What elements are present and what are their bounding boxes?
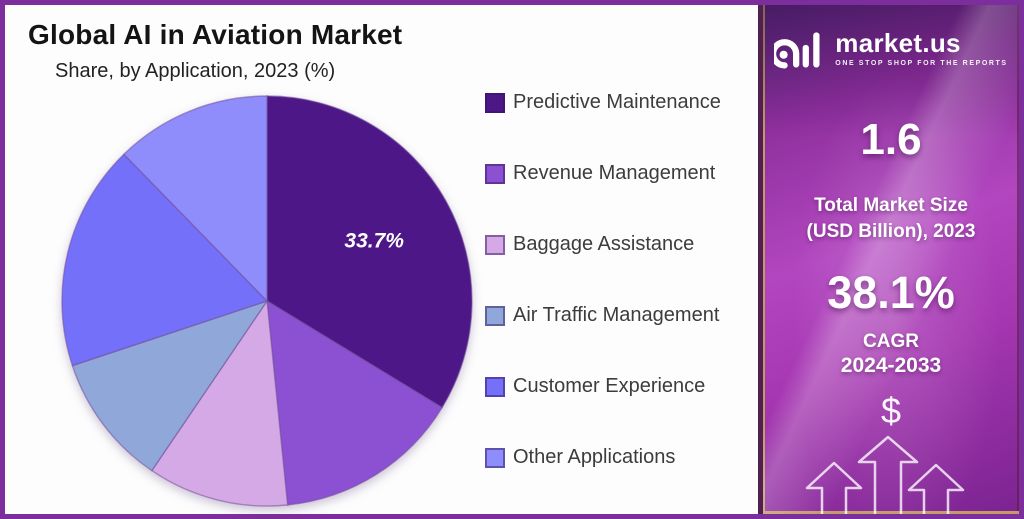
arrow-up-icon-middle	[857, 435, 919, 514]
chart-title: Global AI in Aviation Market	[28, 19, 403, 50]
legend-swatch-icon	[485, 92, 505, 113]
brand-text-block: market.us ONE STOP SHOP FOR THE REPORTS	[835, 30, 1007, 67]
growth-arrows	[805, 435, 965, 514]
legend-label: Revenue Management	[513, 162, 716, 184]
legend-label: Customer Experience	[513, 375, 706, 397]
legend-label: Predictive Maintenance	[513, 91, 721, 113]
brand-tagline: ONE STOP SHOP FOR THE REPORTS	[835, 59, 1008, 67]
legend-label: Other Applications	[513, 446, 676, 468]
brand-name: market.us	[835, 27, 961, 58]
arrow-up-icon-right	[907, 463, 965, 514]
market-size-value: 1.6	[860, 115, 922, 164]
legend-swatch-icon	[485, 163, 505, 184]
legend: Predictive Maintenance Revenue Management…	[485, 91, 721, 469]
legend-label: Baggage Assistance	[513, 233, 695, 255]
pie-slice-5	[122, 95, 268, 303]
legend-label: Air Traffic Management	[513, 304, 720, 326]
brand-panel: market.us ONE STOP SHOP FOR THE REPORTS …	[758, 5, 1019, 514]
market-size-caption-line1: Total Market Size	[814, 195, 968, 216]
arrow-up-icon-left	[805, 461, 863, 514]
pie-slice-1	[266, 299, 444, 506]
legend-item-5: Other Applications	[485, 446, 721, 469]
cagr-period: 2024-2033	[840, 354, 942, 377]
chart-area: Global AI in Aviation Market Share, by A…	[5, 5, 758, 514]
cagr-label: CAGR	[863, 331, 919, 352]
legend-item-3: Air Traffic Management	[485, 304, 721, 327]
brand-logo: market.us ONE STOP SHOP FOR THE REPORTS	[763, 27, 1019, 69]
legend-swatch-icon	[485, 305, 505, 326]
pie-slice-2	[150, 299, 289, 507]
pie-slice-3	[71, 299, 269, 472]
cagr-value: 38.1%	[827, 267, 955, 318]
legend-swatch-icon	[485, 447, 505, 468]
market-size-caption: Total Market Size (USD Billion), 2023	[763, 193, 1019, 245]
pie-chart: 33.7%	[61, 95, 473, 507]
market-size-caption-line2: (USD Billion), 2023	[806, 221, 976, 242]
legend-swatch-icon	[485, 376, 505, 397]
pie-slice-label: 33.7%	[344, 230, 404, 253]
market-us-logo-icon	[774, 32, 820, 69]
legend-item-0: Predictive Maintenance	[485, 91, 721, 114]
chart-subtitle: Share, by Application, 2023 (%)	[55, 60, 336, 82]
legend-swatch-icon	[485, 234, 505, 255]
pie-slice-0	[266, 95, 473, 409]
legend-item-1: Revenue Management	[485, 162, 721, 185]
legend-item-2: Baggage Assistance	[485, 233, 721, 256]
pie-slice-4	[61, 153, 269, 367]
legend-item-4: Customer Experience	[485, 375, 721, 398]
dollar-icon: $	[880, 390, 902, 431]
